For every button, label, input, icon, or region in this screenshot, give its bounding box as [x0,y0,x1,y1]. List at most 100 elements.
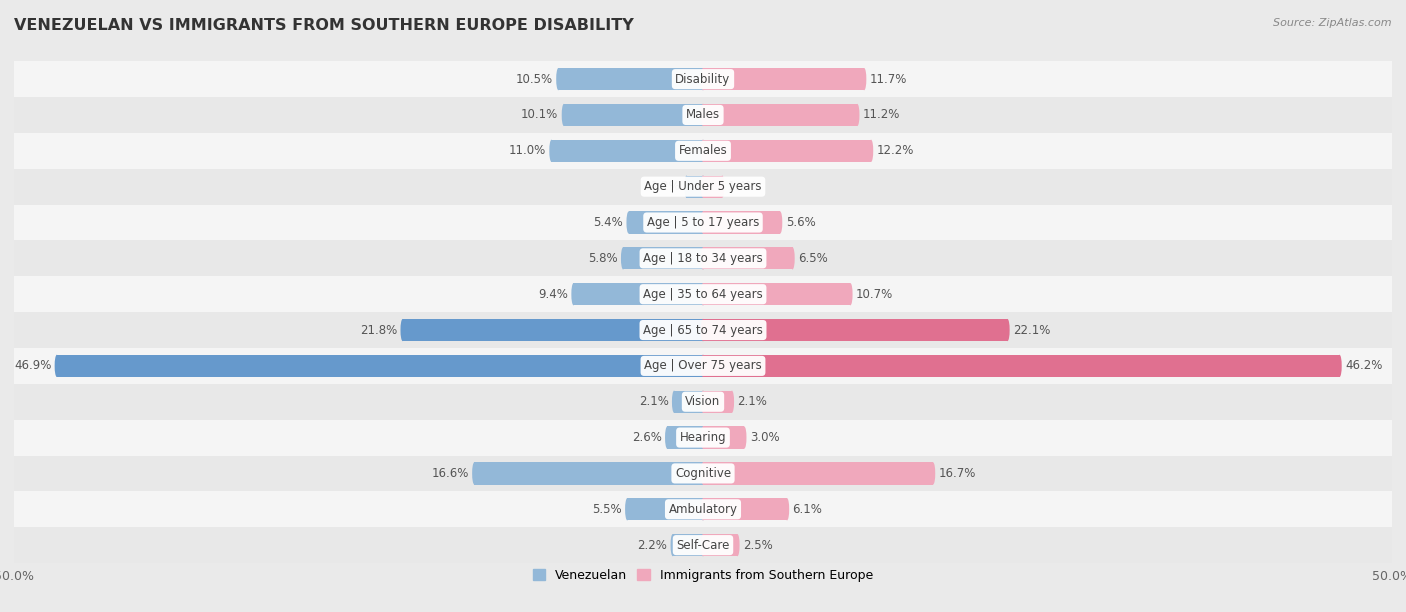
Ellipse shape [571,283,575,305]
Bar [703,462,934,485]
Text: 16.7%: 16.7% [939,467,976,480]
Ellipse shape [550,140,554,162]
Bar [14,241,1392,276]
Text: Ambulatory: Ambulatory [668,503,738,516]
Ellipse shape [700,68,706,90]
Text: Self-Care: Self-Care [676,539,730,551]
Bar [14,97,1392,133]
Ellipse shape [700,390,706,413]
Bar [627,498,703,520]
Bar [558,68,703,90]
Bar [474,462,703,485]
Text: 3.0%: 3.0% [749,431,779,444]
Text: 10.1%: 10.1% [522,108,558,121]
Text: Age | 5 to 17 years: Age | 5 to 17 years [647,216,759,229]
Ellipse shape [700,211,706,234]
Bar [14,420,1392,455]
Text: Source: ZipAtlas.com: Source: ZipAtlas.com [1274,18,1392,28]
Bar [551,140,703,162]
Ellipse shape [700,462,706,485]
Ellipse shape [778,211,782,234]
Bar [703,427,744,449]
Bar [672,534,703,556]
Text: Age | Under 5 years: Age | Under 5 years [644,180,762,193]
Bar [703,247,793,269]
Bar [703,390,733,413]
Text: 22.1%: 22.1% [1012,324,1050,337]
Bar [14,169,1392,204]
Ellipse shape [700,140,706,162]
Ellipse shape [700,390,706,413]
Bar [668,427,703,449]
Ellipse shape [869,140,873,162]
Bar [14,133,1392,169]
Text: 46.9%: 46.9% [14,359,51,372]
Bar [14,312,1392,348]
Bar [574,283,703,305]
Ellipse shape [700,283,706,305]
Bar [14,276,1392,312]
Ellipse shape [665,427,669,449]
Ellipse shape [848,283,852,305]
Bar [703,319,1008,341]
Ellipse shape [931,462,935,485]
Text: 6.1%: 6.1% [793,503,823,516]
Ellipse shape [700,498,706,520]
Bar [703,498,787,520]
Text: 5.4%: 5.4% [593,216,623,229]
Ellipse shape [700,319,706,341]
Text: 9.4%: 9.4% [538,288,568,300]
Text: 2.2%: 2.2% [637,539,668,551]
Ellipse shape [626,498,630,520]
Ellipse shape [562,104,567,126]
Text: 5.6%: 5.6% [786,216,815,229]
Bar [14,204,1392,241]
Text: Disability: Disability [675,73,731,86]
Bar [703,355,1340,377]
Bar [564,104,703,126]
Text: 21.8%: 21.8% [360,324,396,337]
Bar [14,384,1392,420]
Text: 5.5%: 5.5% [592,503,621,516]
Ellipse shape [730,390,734,413]
Ellipse shape [700,104,706,126]
Bar [14,455,1392,491]
Text: Age | 65 to 74 years: Age | 65 to 74 years [643,324,763,337]
Text: 2.1%: 2.1% [738,395,768,408]
Text: Age | 35 to 64 years: Age | 35 to 64 years [643,288,763,300]
Text: 6.5%: 6.5% [799,252,828,265]
Ellipse shape [700,283,706,305]
Text: Males: Males [686,108,720,121]
Text: 10.5%: 10.5% [516,73,553,86]
Ellipse shape [700,534,706,556]
Text: Hearing: Hearing [679,431,727,444]
Ellipse shape [742,427,747,449]
Text: 1.2%: 1.2% [651,180,681,193]
Ellipse shape [700,319,706,341]
Text: Vision: Vision [685,395,721,408]
Text: 12.2%: 12.2% [876,144,914,157]
Bar [402,319,703,341]
Ellipse shape [700,140,706,162]
Bar [14,527,1392,563]
Ellipse shape [672,390,676,413]
Ellipse shape [55,355,59,377]
Ellipse shape [700,427,706,449]
Bar [703,140,872,162]
Text: 11.7%: 11.7% [870,73,907,86]
Ellipse shape [700,427,706,449]
Text: 2.5%: 2.5% [742,539,773,551]
Ellipse shape [700,462,706,485]
Text: Females: Females [679,144,727,157]
Ellipse shape [855,104,859,126]
Bar [14,61,1392,97]
Text: Cognitive: Cognitive [675,467,731,480]
Text: 2.1%: 2.1% [638,395,669,408]
Ellipse shape [785,498,789,520]
Ellipse shape [627,211,631,234]
Ellipse shape [700,211,706,234]
Text: 2.6%: 2.6% [631,431,662,444]
Bar [703,211,780,234]
Ellipse shape [621,247,626,269]
Ellipse shape [685,176,689,198]
